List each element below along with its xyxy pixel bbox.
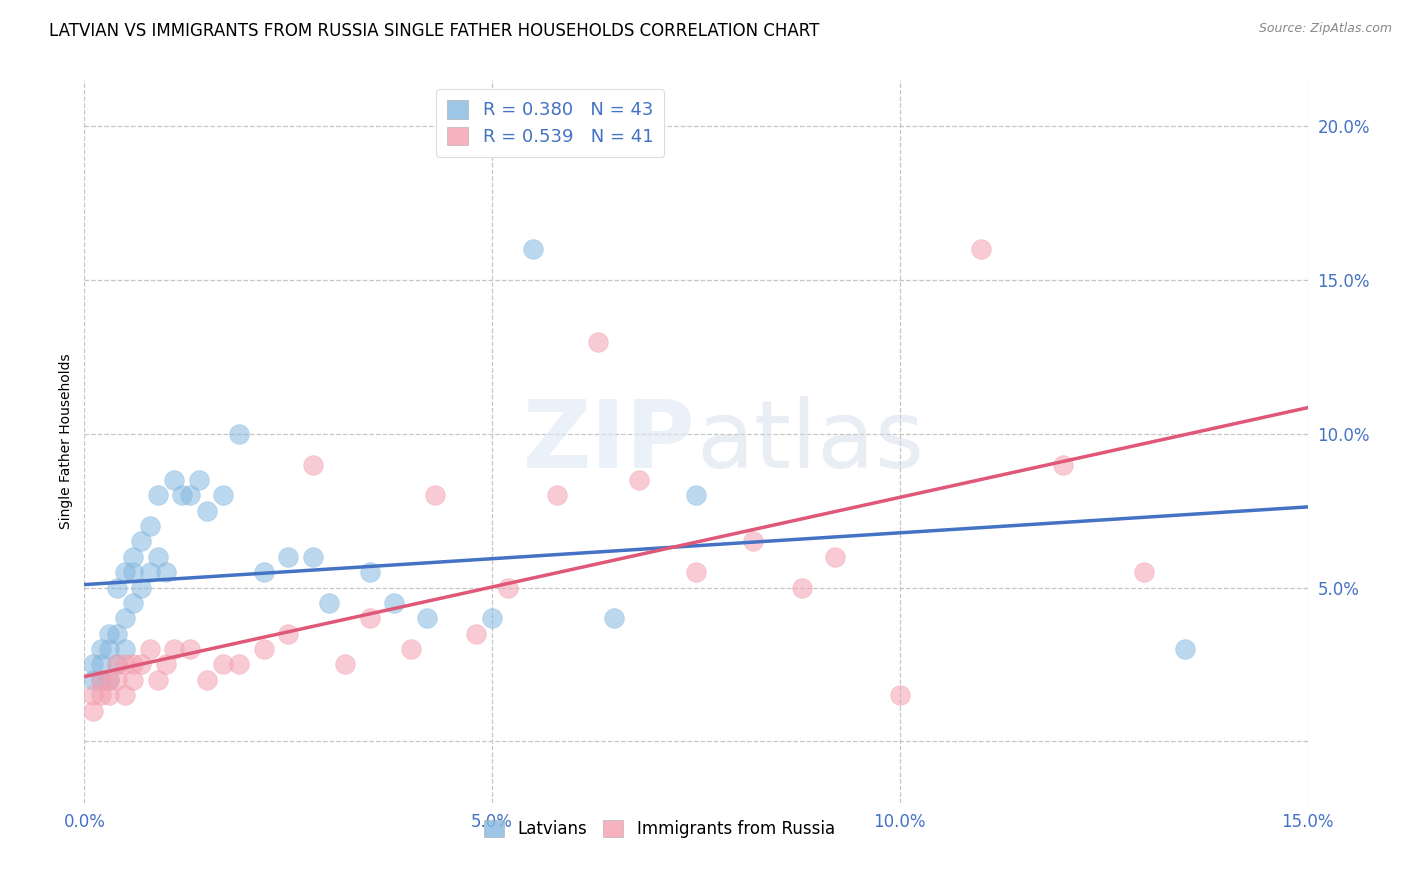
Point xyxy=(155,565,177,579)
Point xyxy=(155,657,177,672)
Point xyxy=(97,626,120,640)
Text: Source: ZipAtlas.com: Source: ZipAtlas.com xyxy=(1258,22,1392,36)
Point xyxy=(970,243,993,257)
Text: LATVIAN VS IMMIGRANTS FROM RUSSIA SINGLE FATHER HOUSEHOLDS CORRELATION CHART: LATVIAN VS IMMIGRANTS FROM RUSSIA SINGLE… xyxy=(49,22,820,40)
Point xyxy=(122,596,145,610)
Point xyxy=(522,243,544,257)
Point xyxy=(114,642,136,657)
Point xyxy=(146,488,169,502)
Y-axis label: Single Father Households: Single Father Households xyxy=(59,354,73,529)
Point xyxy=(97,673,120,687)
Point xyxy=(122,549,145,564)
Point xyxy=(685,565,707,579)
Point xyxy=(82,673,104,687)
Legend: Latvians, Immigrants from Russia: Latvians, Immigrants from Russia xyxy=(477,814,842,845)
Point xyxy=(122,657,145,672)
Point xyxy=(212,488,235,502)
Point xyxy=(114,657,136,672)
Point xyxy=(546,488,568,502)
Point xyxy=(97,673,120,687)
Point xyxy=(359,565,381,579)
Point xyxy=(105,657,128,672)
Point xyxy=(131,657,153,672)
Point xyxy=(97,642,120,657)
Point xyxy=(90,657,112,672)
Point xyxy=(423,488,446,502)
Point xyxy=(163,473,186,487)
Point xyxy=(122,673,145,687)
Point xyxy=(399,642,422,657)
Point xyxy=(253,642,276,657)
Point xyxy=(82,657,104,672)
Point xyxy=(1174,642,1197,657)
Point xyxy=(889,688,911,702)
Point xyxy=(187,473,209,487)
Point xyxy=(131,581,153,595)
Point xyxy=(253,565,276,579)
Point xyxy=(146,673,169,687)
Point xyxy=(82,688,104,702)
Point xyxy=(212,657,235,672)
Point xyxy=(105,673,128,687)
Point xyxy=(498,581,520,595)
Point xyxy=(586,334,609,349)
Point xyxy=(277,549,299,564)
Point xyxy=(277,626,299,640)
Point xyxy=(335,657,357,672)
Text: atlas: atlas xyxy=(696,395,924,488)
Point xyxy=(114,688,136,702)
Point xyxy=(464,626,486,640)
Point xyxy=(179,488,201,502)
Point xyxy=(416,611,439,625)
Point xyxy=(138,642,160,657)
Point xyxy=(90,642,112,657)
Point xyxy=(163,642,186,657)
Point xyxy=(138,519,160,533)
Point xyxy=(97,688,120,702)
Point xyxy=(742,534,765,549)
Point xyxy=(627,473,650,487)
Point xyxy=(685,488,707,502)
Point xyxy=(90,673,112,687)
Point xyxy=(105,626,128,640)
Point xyxy=(359,611,381,625)
Point xyxy=(790,581,813,595)
Point xyxy=(90,688,112,702)
Point xyxy=(114,565,136,579)
Point xyxy=(824,549,846,564)
Point xyxy=(228,657,250,672)
Point xyxy=(122,565,145,579)
Point xyxy=(382,596,405,610)
Point xyxy=(228,426,250,441)
Point xyxy=(301,549,323,564)
Point xyxy=(195,504,218,518)
Point xyxy=(172,488,194,502)
Point xyxy=(603,611,626,625)
Point xyxy=(318,596,340,610)
Point xyxy=(82,704,104,718)
Point xyxy=(90,673,112,687)
Text: ZIP: ZIP xyxy=(523,395,696,488)
Point xyxy=(146,549,169,564)
Point xyxy=(105,657,128,672)
Point xyxy=(114,611,136,625)
Point xyxy=(138,565,160,579)
Point xyxy=(131,534,153,549)
Point xyxy=(301,458,323,472)
Point xyxy=(481,611,503,625)
Point xyxy=(179,642,201,657)
Point xyxy=(105,581,128,595)
Point xyxy=(1133,565,1156,579)
Point xyxy=(1052,458,1074,472)
Point xyxy=(195,673,218,687)
